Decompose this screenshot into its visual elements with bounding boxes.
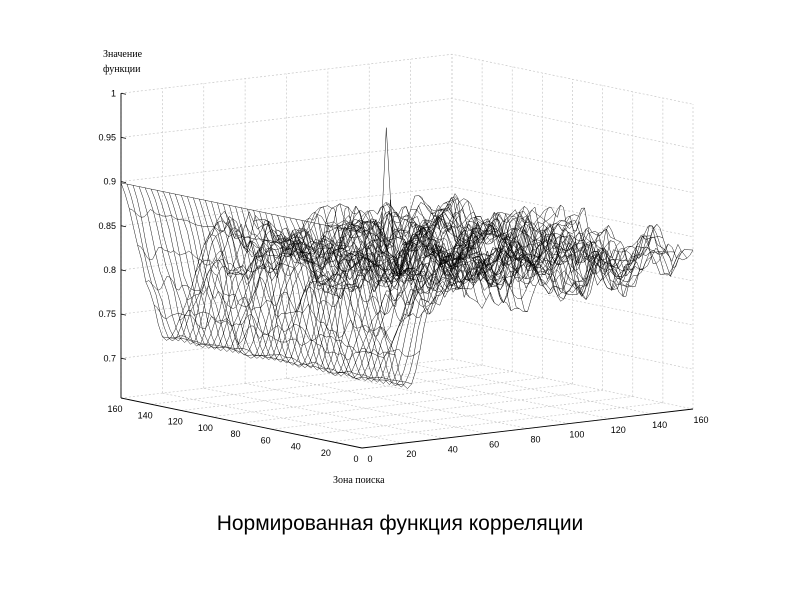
floor-grid-line — [151, 364, 483, 405]
wall-grid-line — [120, 142, 694, 193]
mesh-column-line — [236, 234, 479, 315]
wall-grid-line — [120, 186, 694, 238]
right-tick-label: 40 — [448, 444, 458, 454]
tick-labels: 1 0.95 0.9 0.85 0.8 0.75 0.7 160 140 120 100 80 60 40… — [98, 88, 708, 464]
z-tick-mark — [120, 137, 127, 139]
mesh-column-line — [145, 276, 388, 339]
z-tick-mark — [120, 225, 127, 228]
mesh-column-line — [170, 335, 412, 385]
mesh-row-line — [325, 224, 658, 383]
mesh-row-line — [295, 219, 627, 377]
mesh-column-line — [443, 200, 685, 271]
mesh-column-line — [120, 182, 363, 234]
right-axis-line — [361, 408, 694, 449]
floor-grid-line — [203, 387, 445, 439]
wall-grid-line — [120, 318, 694, 370]
right-tick-label: 140 — [652, 420, 667, 430]
floor-grid-line — [271, 389, 603, 430]
floor-grid-line — [181, 371, 513, 411]
left-tick-label: 100 — [198, 423, 213, 433]
floor-grid-line — [301, 396, 633, 436]
floor-grid-line — [451, 358, 694, 410]
z-axis-label-line2: функции — [103, 64, 141, 75]
z-tick-mark — [120, 92, 127, 95]
floor-grid-line — [211, 377, 543, 418]
floor-grid-line — [331, 402, 663, 443]
floor-grid-line — [245, 383, 487, 434]
floor-grid-line — [410, 363, 652, 415]
mesh-column-line — [451, 193, 694, 275]
floor-grid-line — [369, 368, 611, 420]
x-axis-label: Зона поиска — [333, 475, 385, 486]
right-tick-label: 80 — [530, 435, 540, 445]
floor-grid-line — [286, 378, 528, 429]
mesh-column-line — [178, 309, 421, 358]
mesh-column-line — [228, 218, 470, 305]
axes — [120, 92, 694, 449]
mesh-column-line — [410, 208, 652, 277]
left-tick-label: 40 — [291, 442, 301, 452]
z-tick-mark — [120, 357, 127, 360]
mesh-column-line — [385, 202, 627, 292]
left-tick-label: 80 — [230, 429, 240, 439]
mesh-column-line — [244, 224, 487, 301]
mesh-column-line — [344, 210, 586, 282]
floor-grid-line — [327, 373, 569, 424]
z-tick-mark — [120, 181, 127, 183]
left-tick-label: 140 — [138, 410, 153, 420]
left-tick-label: 20 — [321, 448, 331, 458]
z-tick-label: 0.7 — [103, 353, 116, 363]
mesh-column-line — [253, 219, 495, 304]
right-tick-label: 120 — [611, 425, 626, 435]
z-axis-label-line1: Значение — [103, 49, 143, 60]
right-tick-label: 160 — [693, 415, 708, 425]
mesh-column-line — [294, 225, 536, 287]
left-tick-label: 120 — [168, 417, 183, 427]
left-axis-line — [120, 397, 363, 449]
floor-grid-line — [120, 358, 453, 399]
z-tick-label: 0.95 — [98, 132, 116, 142]
mesh-column-line — [352, 210, 594, 302]
z-tick-label: 0.9 — [103, 177, 116, 187]
floor-grid-line — [162, 392, 404, 444]
mesh-column-line — [327, 203, 569, 295]
wall-grid-line — [120, 53, 694, 105]
mesh-column-line — [261, 211, 503, 301]
mesh-column-line — [153, 304, 396, 361]
z-tick-label: 0.8 — [103, 265, 116, 275]
surface-mesh — [120, 127, 694, 389]
z-tick-mark — [120, 269, 127, 272]
floor-grid-line — [241, 383, 573, 424]
mesh-column-line — [211, 221, 454, 307]
mesh-column-line — [360, 218, 603, 296]
z-tick-label: 1 — [111, 88, 116, 98]
right-tick-label: 100 — [569, 430, 584, 440]
mesh-column-line — [335, 206, 578, 295]
mesh-column-line — [377, 206, 619, 286]
right-tick-label: 60 — [489, 439, 499, 449]
mesh-column-line — [286, 223, 528, 312]
mesh-column-line — [269, 199, 512, 311]
right-tick-label: 20 — [406, 449, 416, 459]
mesh-column-line — [319, 205, 561, 295]
wall-grid-line — [120, 98, 694, 149]
mesh-column-line — [435, 201, 677, 278]
mesh-column-line — [369, 210, 611, 301]
right-tick-label: 0 — [367, 454, 372, 464]
left-tick-label: 60 — [261, 435, 271, 445]
figure-caption: Нормированная функция корреляции — [216, 512, 584, 535]
mesh-column-line — [137, 244, 379, 304]
z-tick-label: 0.85 — [98, 221, 116, 231]
wall-grid-line — [120, 230, 694, 282]
mesh-column-line — [162, 336, 404, 386]
left-tick-label: 160 — [107, 404, 122, 414]
left-tick-label: 0 — [353, 454, 358, 464]
z-tick-label: 0.75 — [98, 309, 116, 319]
z-tick-mark — [120, 313, 127, 316]
mesh-column-line — [203, 232, 445, 317]
mesh-column-line — [427, 197, 669, 273]
mesh-column-line — [195, 255, 437, 323]
